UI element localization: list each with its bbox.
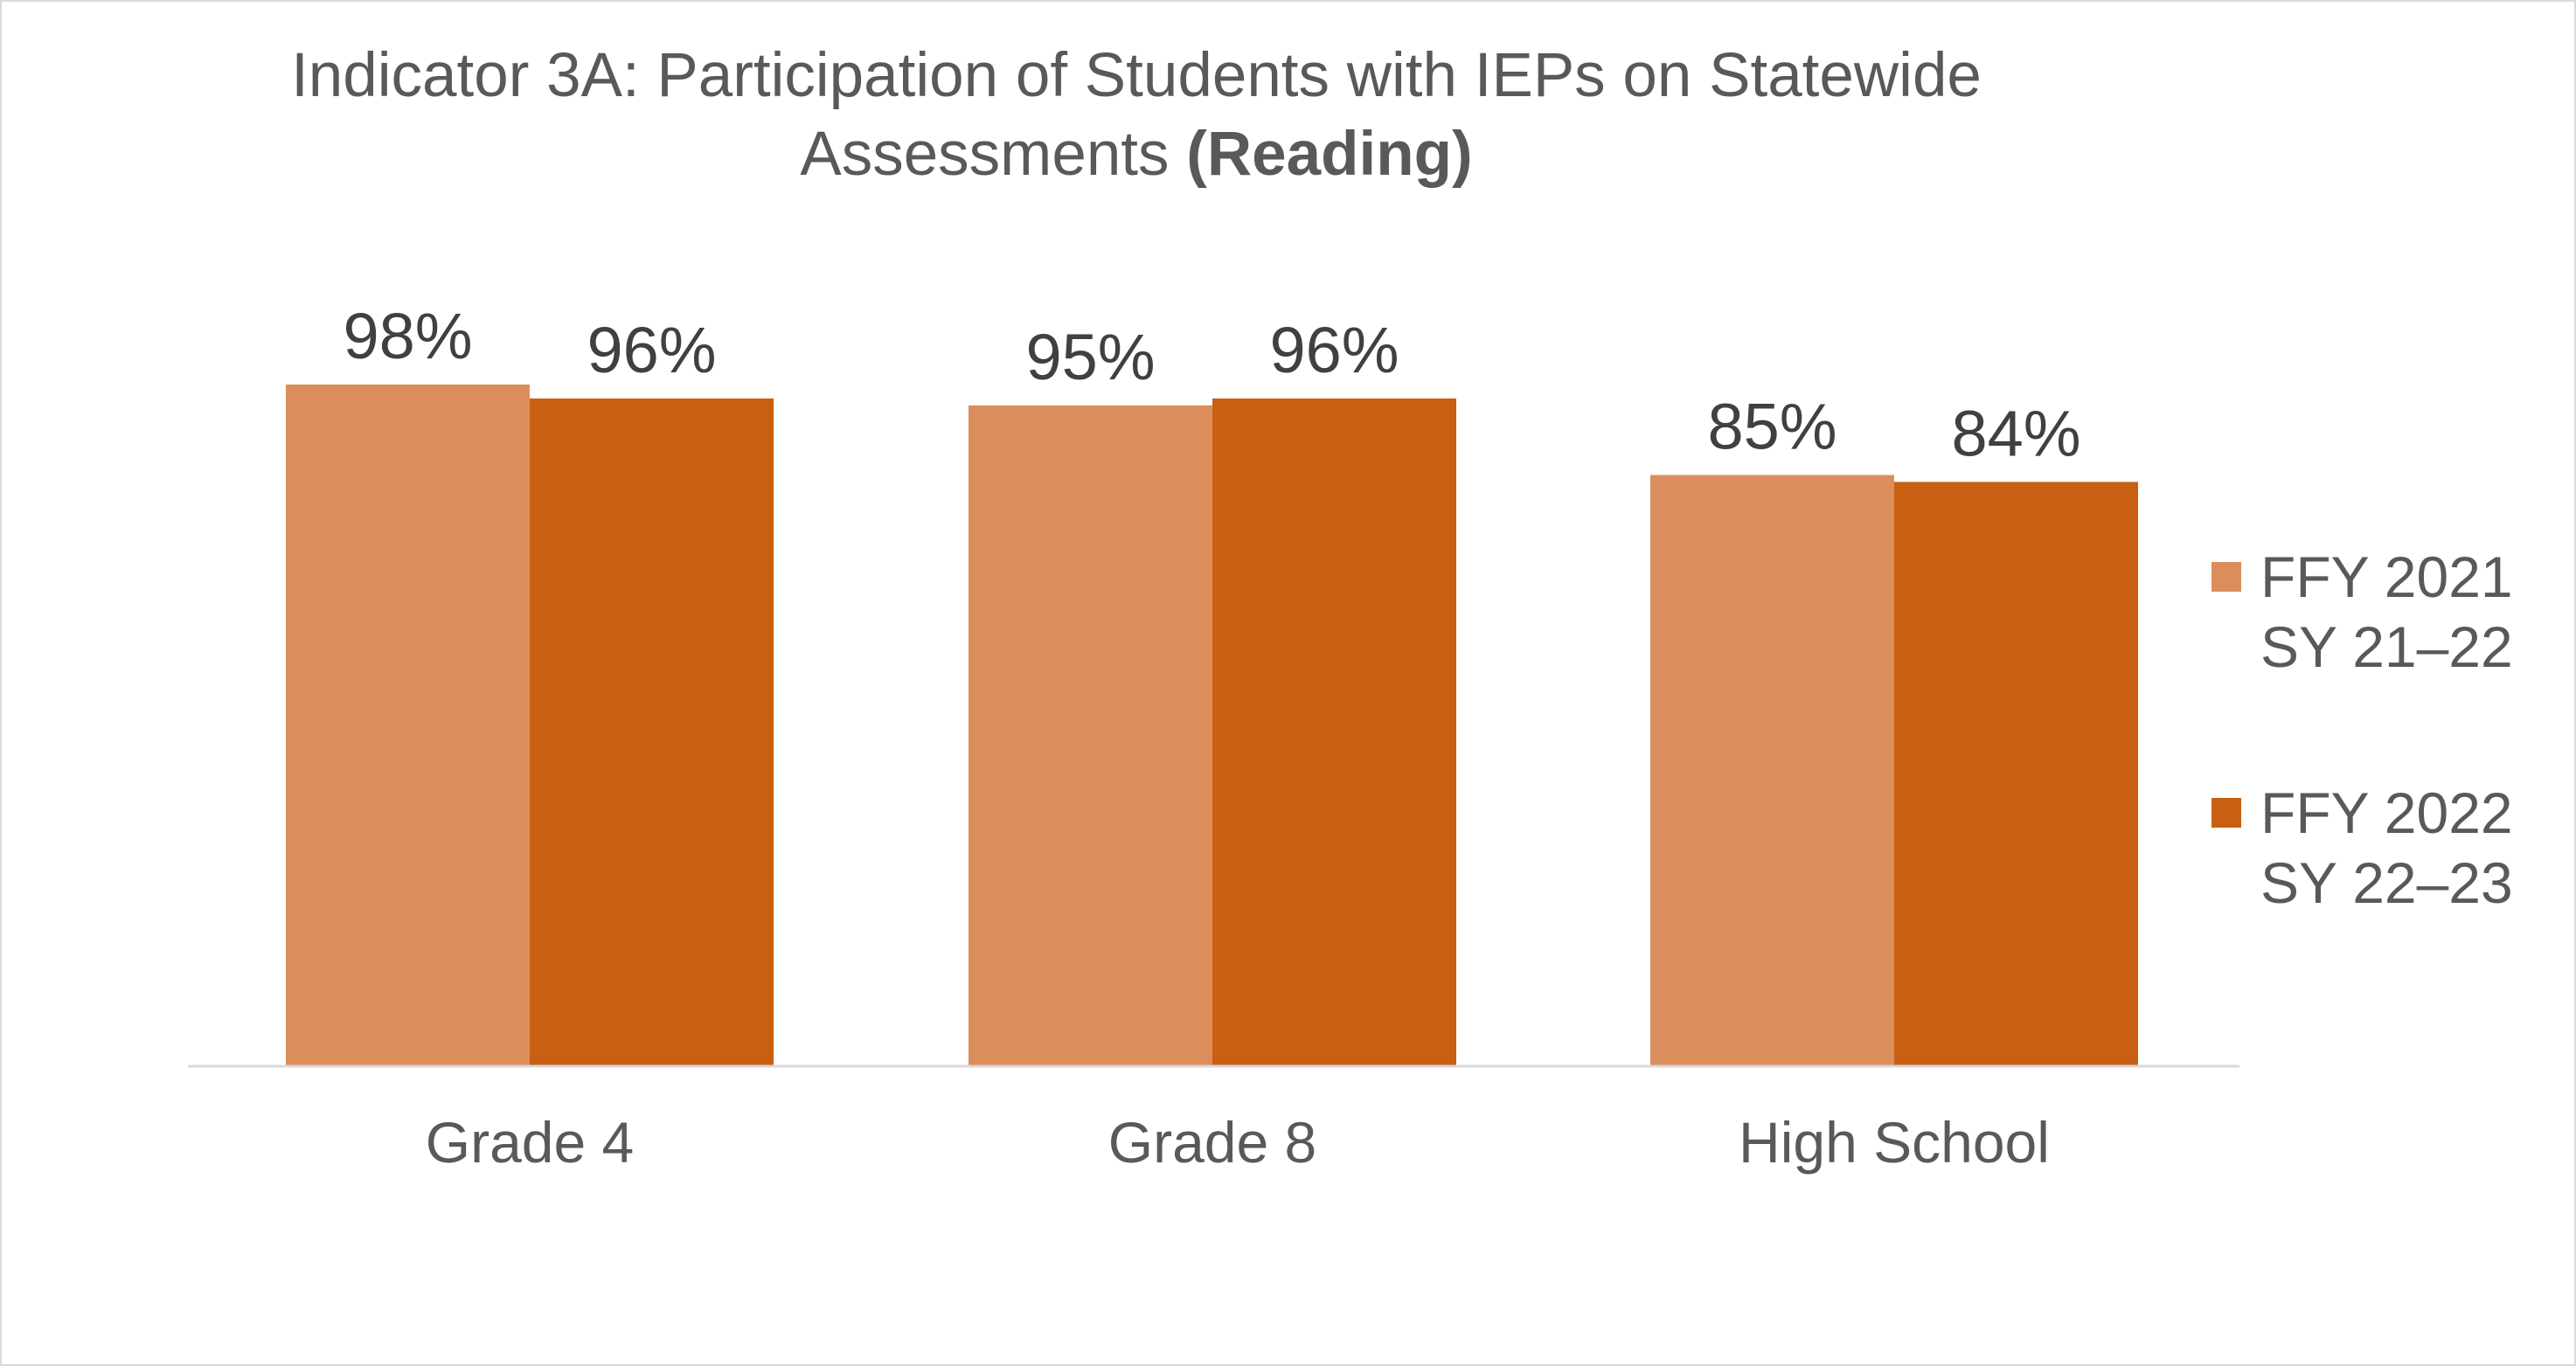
legend-swatch-series-1 [2211, 562, 2241, 592]
x-tick-label-grade-4: Grade 4 [426, 1110, 634, 1175]
bars-group [286, 385, 2138, 1067]
x-tick-label-high-school: High School [1739, 1110, 2050, 1175]
x-tick-label-grade-8: Grade 8 [1108, 1110, 1316, 1175]
legend-label-series-1-line2: SY 21–22 [2260, 614, 2513, 679]
legend-swatch-series-2 [2211, 798, 2241, 828]
legend-label-series-1: FFY 2021 SY 21–22 [2260, 542, 2513, 682]
bar-series-2-grade-4 [530, 398, 774, 1067]
chart-title-bold: (Reading) [1186, 120, 1473, 189]
labels-group: 98% 95% 85% 96% 96% 84% Grade 4 Grade 8 High Sch… [343, 300, 2080, 1175]
data-label-series-1-grade-8: 95% [1025, 321, 1155, 393]
bar-series-1-grade-4 [286, 385, 530, 1066]
data-label-series-2-grade-4: 96% [587, 314, 716, 386]
chart-title-main: Indicator 3A: Participation of Students … [291, 41, 1982, 189]
legend-label-series-2-line2: SY 22–23 [2260, 850, 2513, 915]
bar-series-1-high-school [1650, 475, 1894, 1066]
chart-title: Indicator 3A: Participation of Students … [175, 37, 2098, 194]
bar-series-2-grade-8 [1212, 398, 1456, 1067]
bar-series-1-grade-8 [969, 405, 1212, 1066]
data-label-series-1-grade-4: 98% [343, 300, 472, 372]
data-label-series-2-grade-8: 96% [1269, 314, 1399, 386]
bar-series-2-high-school [1894, 482, 2138, 1066]
legend-label-series-2-line1: FFY 2022 [2260, 780, 2513, 845]
data-label-series-2-high-school: 84% [1951, 397, 2080, 469]
legend-label-series-2: FFY 2022 SY 22–23 [2260, 778, 2513, 918]
data-label-series-1-high-school: 85% [1707, 390, 1837, 462]
legend-label-series-1-line1: FFY 2021 [2260, 544, 2513, 609]
